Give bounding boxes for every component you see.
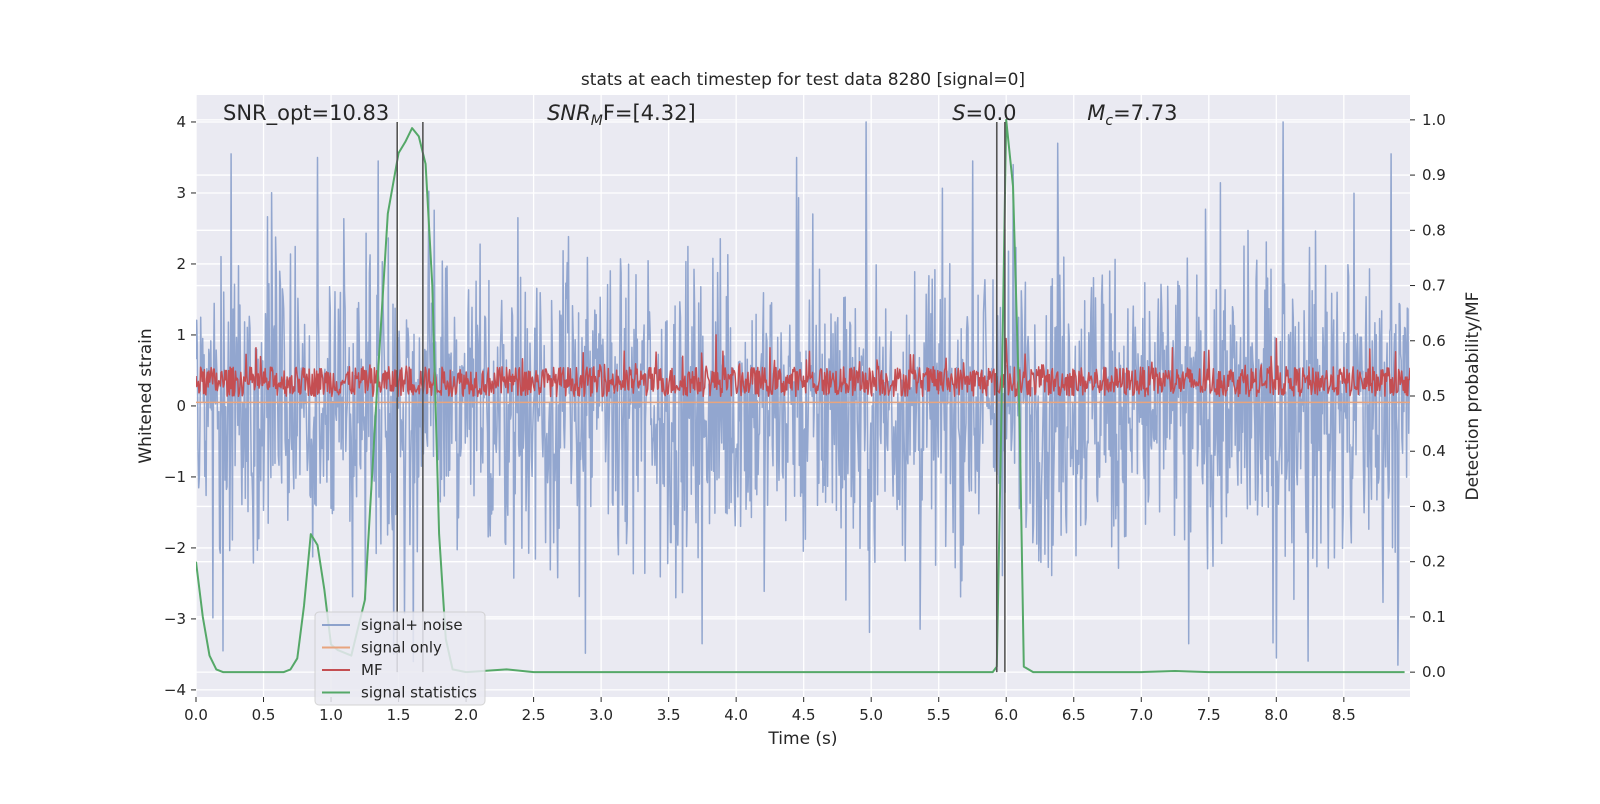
x-tick-label: 4.5	[792, 706, 816, 724]
annot-part: F=[4.32]	[603, 101, 696, 125]
x-tick-label: 5.0	[859, 706, 883, 724]
x-tick-label: 6.0	[994, 706, 1018, 724]
y-axis-right-label: Detection probability/MF	[1463, 292, 1483, 501]
y-left-tick-label: 1	[176, 326, 186, 344]
y-right-tick-label: 0.1	[1422, 608, 1446, 626]
x-tick-label: 2.0	[454, 706, 478, 724]
y-right-tick-label: 0.6	[1422, 332, 1446, 350]
annot-part: S	[952, 101, 965, 125]
y-right-tick-label: 1.0	[1422, 111, 1446, 129]
y-right-tick-label: 0.0	[1422, 663, 1446, 681]
series-layer	[196, 118, 1410, 674]
x-tick-label: 3.0	[589, 706, 613, 724]
x-tick-label: 8.0	[1264, 706, 1288, 724]
x-tick-label: 0.0	[184, 706, 208, 724]
annotation-0: SNR_opt=10.83	[223, 101, 389, 126]
y-left-tick-label: −3	[164, 610, 186, 628]
x-tick-label: 1.5	[387, 706, 411, 724]
y-right-tick-label: 0.5	[1422, 387, 1446, 405]
y-left-tick-label: −4	[164, 681, 186, 699]
x-axis-label: Time (s)	[767, 729, 837, 749]
annot-sub: M	[591, 113, 603, 129]
legend: signal+ noise signal only MF signal statist…	[314, 611, 486, 706]
y-left-tick-label: −2	[164, 539, 186, 557]
annot-part: =0.0	[966, 101, 1017, 125]
y-left-tick-label: −1	[164, 468, 186, 486]
y-right-tick-label: 0.7	[1422, 277, 1446, 295]
y-right-tick-label: 0.4	[1422, 442, 1446, 460]
annot-part: SNR	[547, 101, 591, 125]
annotation-3: Mc=7.73	[1087, 101, 1177, 129]
x-tick-label: 6.5	[1062, 706, 1086, 724]
legend-label: MF	[361, 661, 383, 679]
y-left-tick-label: 0	[176, 397, 186, 415]
series-signal-statistics	[196, 118, 1405, 674]
x-tick-label: 2.5	[522, 706, 546, 724]
y-right-tick-label: 0.3	[1422, 497, 1446, 515]
annot-sub: c	[1105, 113, 1113, 129]
tick-layer: 0.0 0.5 1.0 1.5 2.0 2.5 3.0 3.5 4.0 4.5 5.0 5.5 6.0 6…	[164, 111, 1446, 724]
y-axis-left-label: Whitened strain	[136, 328, 156, 463]
x-tick-label: 7.5	[1197, 706, 1221, 724]
annot-part: =7.73	[1113, 101, 1177, 125]
x-tick-label: 3.5	[657, 706, 681, 724]
legend-box	[314, 611, 486, 706]
y-right-tick-label: 0.8	[1422, 221, 1446, 239]
legend-label: signal+ noise	[361, 616, 463, 634]
annotation-2: S=0.0	[952, 101, 1016, 125]
x-tick-label: 1.0	[319, 706, 343, 724]
y-left-tick-label: 3	[176, 184, 186, 202]
x-tick-label: 7.0	[1129, 706, 1153, 724]
annot-part: M	[1087, 101, 1105, 125]
annotations-layer: SNR_opt=10.83 SNRMF=[4.32] S=0.0 Mc=7.73	[223, 101, 1177, 129]
x-tick-label: 4.0	[724, 706, 748, 724]
legend-label: signal only	[361, 639, 442, 657]
x-tick-label: 5.5	[927, 706, 951, 724]
legend-label: signal statistics	[361, 684, 477, 702]
chart-title: stats at each timestep for test data 828…	[581, 70, 1025, 90]
y-left-tick-label: 4	[176, 113, 186, 131]
vertical-lines-layer	[396, 121, 1006, 673]
y-left-tick-label: 2	[176, 255, 186, 273]
y-right-tick-label: 0.9	[1422, 166, 1446, 184]
x-tick-label: 0.5	[252, 706, 276, 724]
series-mf	[196, 334, 1410, 398]
y-right-tick-label: 0.2	[1422, 553, 1446, 571]
x-tick-label: 8.5	[1332, 706, 1356, 724]
annotation-1: SNRMF=[4.32]	[547, 101, 696, 129]
